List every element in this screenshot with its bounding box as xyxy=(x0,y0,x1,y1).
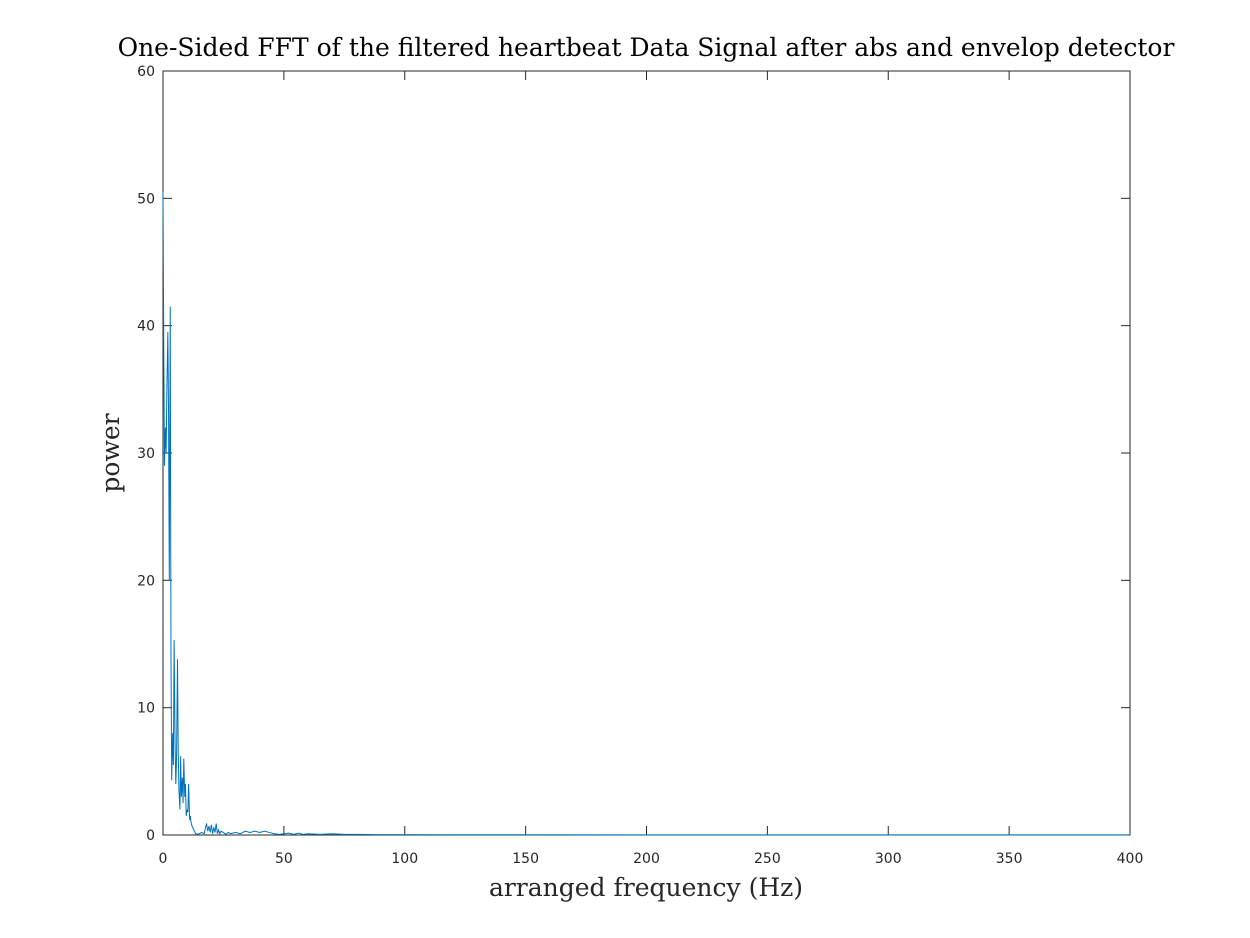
series-line xyxy=(162,191,1130,836)
y-tick-label: 0 xyxy=(146,828,155,844)
plot-area xyxy=(162,70,1131,836)
y-tick-labels: 0 10 20 30 40 50 60 xyxy=(137,64,155,844)
x-axis-label: arranged frequency (Hz) xyxy=(489,873,803,902)
y-tick-label: 40 xyxy=(137,319,155,335)
y-tick-label: 50 xyxy=(137,191,155,207)
x-tick-label: 50 xyxy=(275,851,293,867)
x-tick-label: 400 xyxy=(1117,851,1144,867)
x-tick-labels: 0 50 100 150 200 250 300 350 400 xyxy=(159,851,1144,867)
y-tick-label: 20 xyxy=(137,573,155,589)
x-tick-label: 250 xyxy=(754,851,781,867)
y-tick-label: 10 xyxy=(137,701,155,717)
x-tick-label: 150 xyxy=(512,851,539,867)
chart-title: One-Sided FFT of the filtered heartbeat … xyxy=(118,33,1175,62)
y-tick-label: 60 xyxy=(137,64,155,80)
x-tick-label: 0 xyxy=(159,851,168,867)
x-tick-label: 200 xyxy=(633,851,660,867)
x-tick-label: 350 xyxy=(996,851,1023,867)
x-tick-label: 100 xyxy=(391,851,418,867)
y-tick-label: 30 xyxy=(137,446,155,462)
x-tick-label: 300 xyxy=(875,851,902,867)
y-axis-label: power xyxy=(96,413,125,492)
